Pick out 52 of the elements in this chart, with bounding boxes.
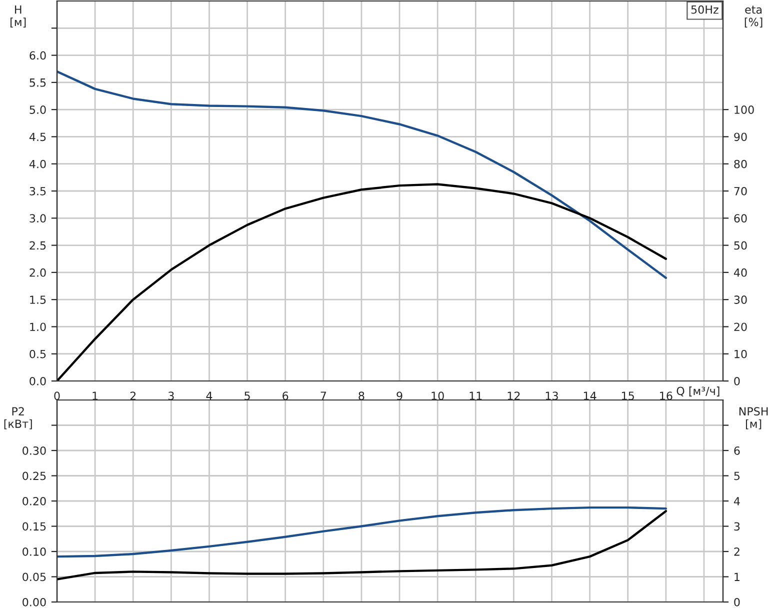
annotation: 50Hz [691, 5, 718, 14]
y2-tick-label: 90 [734, 132, 747, 142]
y2-tick-label: 50 [734, 241, 747, 250]
y2-axis-title: NPSH [м] [739, 407, 768, 430]
x-axis-title: Q [м³/ч] [676, 386, 720, 396]
line-series [57, 506, 668, 558]
y2-tick-label: 1 [734, 572, 740, 581]
line-series [57, 183, 668, 381]
y2-tick-label: 6 [734, 446, 740, 455]
y-tick-label: 3.0 [30, 214, 46, 223]
y2-tick-label: 40 [734, 268, 747, 277]
y2-tick-label: 0 [734, 598, 740, 606]
y-tick-label: 2.0 [30, 268, 46, 277]
x-tick-label: 4 [206, 392, 212, 400]
y2-tick-label: 30 [734, 296, 747, 304]
x-tick-label: 0 [54, 392, 60, 400]
y-tick-label: 1.0 [30, 322, 46, 332]
y-tick-label: 4.5 [29, 132, 46, 142]
y2-tick-label: 80 [734, 160, 747, 168]
y-tick-label: 0.0 [30, 376, 46, 386]
y-tick-label: 1.5 [30, 296, 46, 304]
line-series [57, 510, 668, 580]
y2-tick-label: 4 [734, 497, 740, 506]
y-tick-label: 0.10 [22, 547, 46, 556]
y-axis-title: H [м] [10, 6, 26, 28]
y2-tick-label: 70 [734, 186, 747, 196]
x-tick-label: 6 [282, 392, 288, 400]
y2-tick-label: 2 [734, 547, 740, 556]
y2-tick-label: 100 [734, 106, 754, 114]
x-tick-label: 7 [320, 392, 326, 400]
y-tick-label: 0.00 [22, 598, 46, 606]
y2-tick-label: 60 [734, 214, 747, 223]
y2-tick-label: 0 [734, 376, 740, 386]
y2-tick-label: 10 [734, 350, 747, 358]
y2-tick-label: 5 [734, 472, 740, 480]
y-axis-title: P2 [кВт] [4, 407, 32, 430]
y2-tick-label: 3 [734, 522, 740, 531]
y-tick-label: 5.0 [30, 106, 46, 114]
y-tick-label: 3.5 [30, 186, 46, 196]
y-tick-label: 0.30 [22, 446, 46, 455]
y2-axis-title: eta [%] [744, 6, 762, 28]
y-tick-label: 2.5 [30, 241, 46, 250]
y-tick-label: 0.15 [22, 522, 46, 531]
y-tick-label: 0.25 [22, 472, 46, 480]
y-tick-label: 0.5 [30, 350, 46, 358]
y-tick-label: 6.0 [30, 51, 46, 60]
y-tick-label: 5.5 [30, 78, 46, 87]
y2-tick-label: 20 [734, 322, 747, 332]
line-series [57, 70, 668, 279]
y-tick-label: 0.05 [22, 572, 46, 582]
y-tick-label: 0.20 [22, 496, 46, 506]
y-tick-label: 4.0 [29, 160, 46, 168]
